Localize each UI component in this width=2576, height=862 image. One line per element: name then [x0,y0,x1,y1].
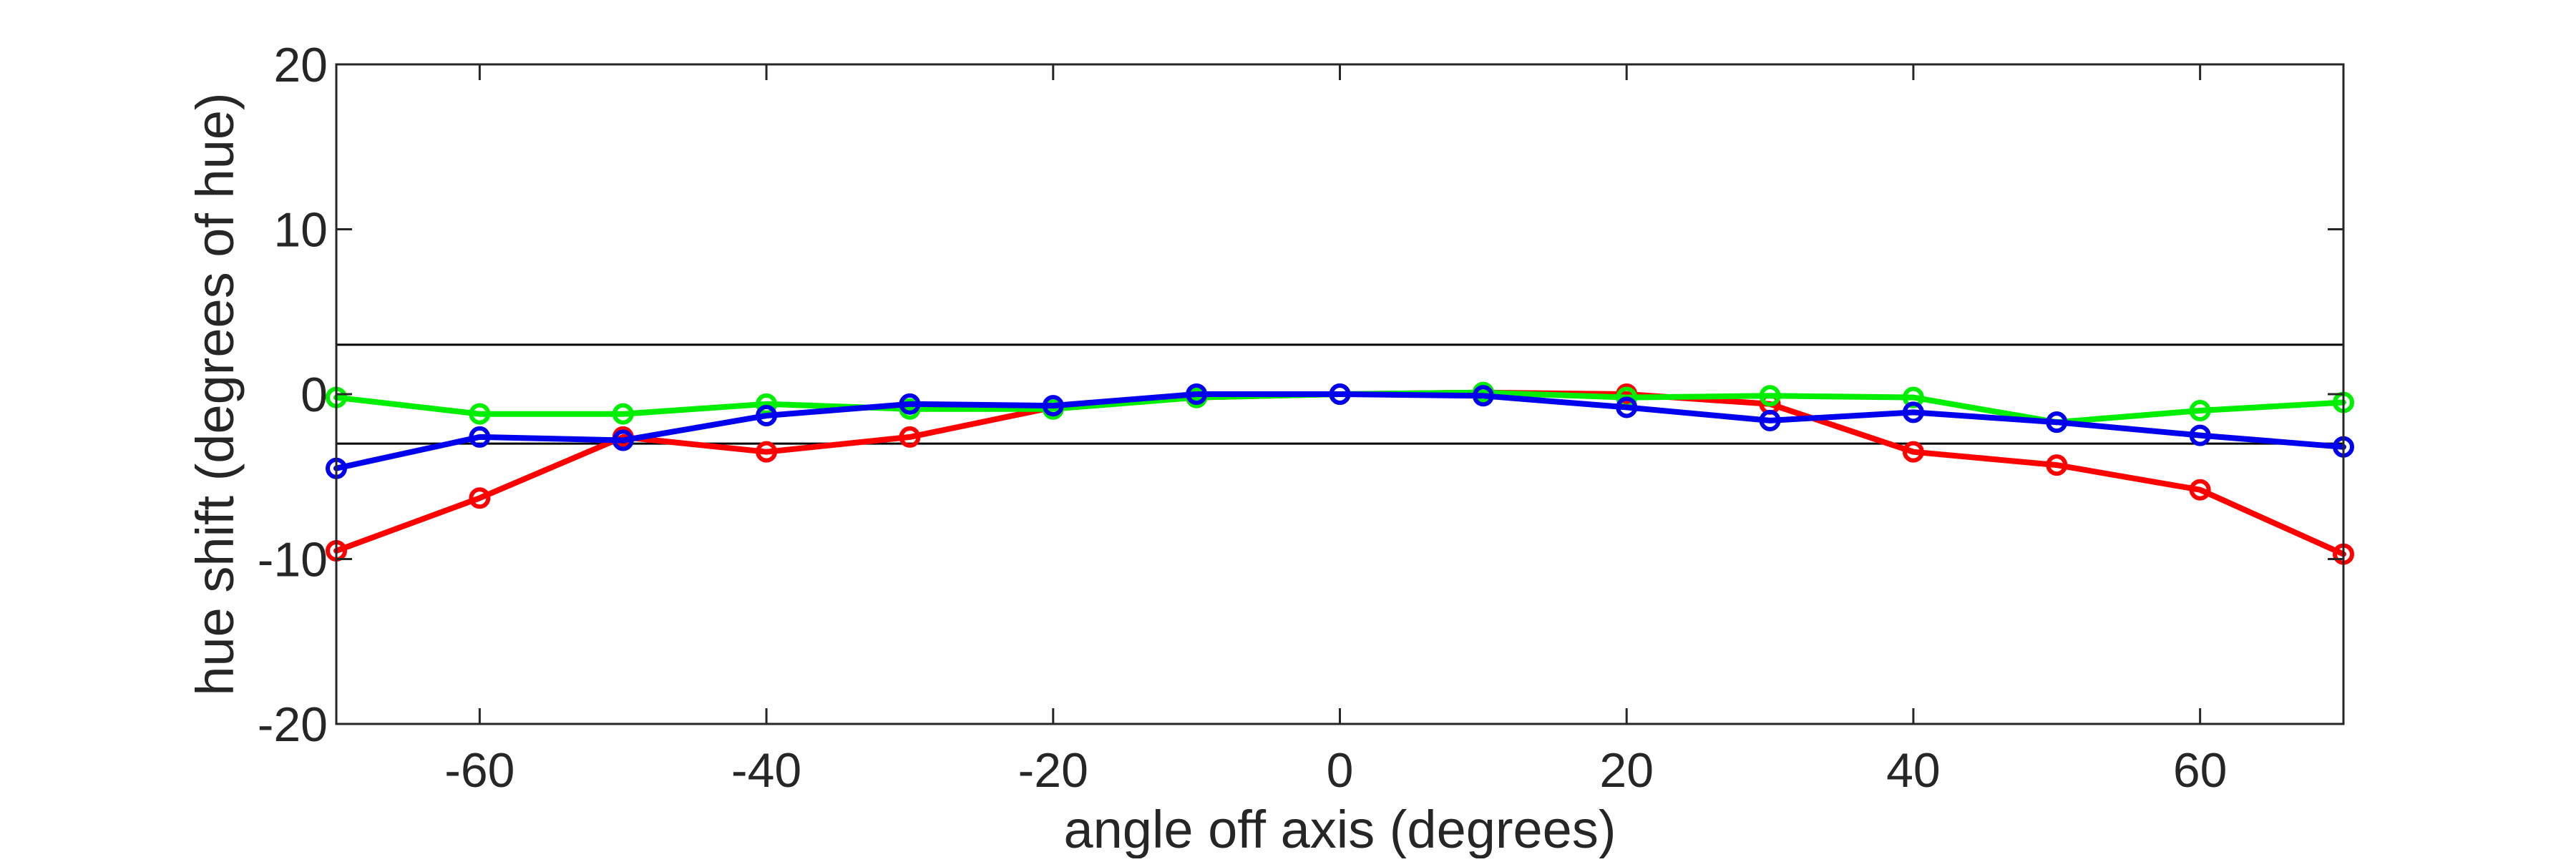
data-point [899,426,921,448]
x-axis-title: angle off axis (degrees) [1064,800,1616,858]
x-tick-label: 20 [1599,743,1654,798]
x-tick-label: 40 [1886,743,1941,798]
data-point [1902,441,1924,463]
data-point [612,403,634,425]
y-tick-labels: -20 -10 0 10 20 [258,38,328,752]
data-point [1329,383,1351,405]
y-tick-label: -10 [258,533,328,587]
x-tick-label: 60 [2173,743,2228,798]
y-tick-label: 20 [273,38,328,92]
data-point [469,403,491,425]
data-point [2046,411,2068,434]
data-point [1759,385,1781,407]
series-layer [326,381,2354,565]
y-tick-label: 0 [301,368,328,422]
data-point [1902,386,1924,408]
series-line [333,391,2346,471]
x-tick-label: 0 [1327,743,1354,798]
series-2 [326,383,2354,479]
data-point [2189,400,2211,422]
y-tick-label: -20 [258,697,328,752]
data-point [2189,424,2211,446]
data-point [469,426,491,448]
data-point [756,393,778,415]
x-tick-label: -40 [731,743,801,798]
data-point [2046,454,2068,476]
data-point [2189,479,2211,501]
data-point [1902,401,1924,423]
y-axis-title: hue shift (degrees of hue) [185,92,245,695]
data-point [1759,409,1781,431]
y-tick-label: 10 [273,203,328,258]
x-tick-label: -60 [444,743,514,798]
data-point [1186,383,1208,405]
data-point [1472,385,1494,407]
data-point [1042,395,1064,417]
data-point [756,404,778,426]
axis-ticks [336,63,2343,725]
data-point [469,487,491,509]
data-point [612,429,634,451]
x-tick-labels: -60 -40 -20 0 20 40 60 [444,743,2227,798]
data-point [1616,396,1638,418]
series-line [333,389,2346,557]
x-tick-label: -20 [1018,743,1088,798]
data-point [899,393,921,415]
data-point [756,441,778,463]
